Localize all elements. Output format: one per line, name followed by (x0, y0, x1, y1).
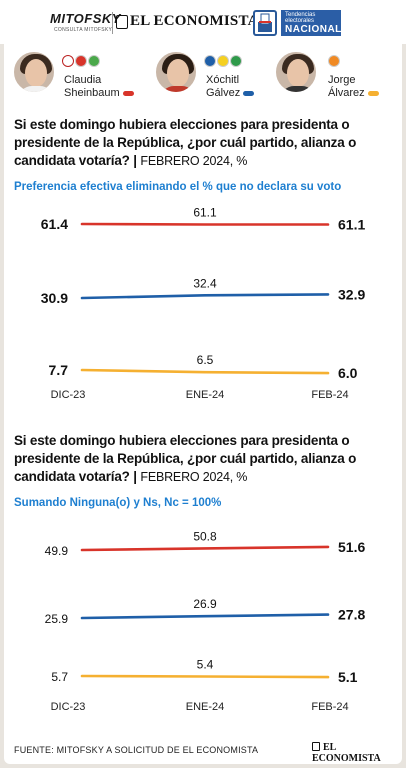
chart-2-question: Si este domingo hubiera elecciones para … (14, 432, 396, 486)
avatar (12, 50, 56, 94)
series-color-dot (243, 91, 254, 96)
data-label-start: 30.9 (41, 290, 68, 306)
x-tick-label: DIC-23 (51, 389, 86, 401)
data-label-mid: 5.4 (197, 658, 214, 672)
candidate-name: Jorge Álvarez (328, 74, 379, 100)
x-tick-label: FEB-24 (311, 389, 348, 401)
series-line-1 (82, 615, 328, 618)
series-line-0 (82, 224, 328, 225)
party-logos (204, 54, 243, 67)
header-divider (112, 12, 113, 34)
badge-line2: NACIONAL (285, 24, 337, 35)
series-line-2 (82, 370, 328, 373)
pan-icon (204, 55, 216, 67)
data-label-end: 32.9 (338, 286, 365, 302)
candidate-name: Xóchitl Gálvez (206, 74, 254, 100)
morena-icon (62, 55, 74, 67)
series-line-0 (82, 547, 328, 550)
economista-mark-icon (312, 742, 320, 751)
data-label-mid: 61.1 (193, 206, 217, 220)
source-note: FUENTE: MITOFSKY A SOLICITUD DE EL ECONO… (14, 745, 258, 755)
candidate-galvez: Xóchitl Gálvez (154, 50, 274, 110)
chart-1-subtitle: Preferencia efectiva eliminando el % que… (14, 181, 341, 193)
x-tick-label: ENE-24 (186, 701, 225, 713)
data-label-end: 61.1 (338, 217, 365, 233)
x-tick-label: FEB-24 (311, 701, 348, 713)
mc-icon (328, 55, 340, 67)
data-label-end: 51.6 (338, 539, 365, 555)
footer-logo: EL ECONOMISTA (312, 742, 406, 764)
data-label-start: 7.7 (49, 362, 69, 378)
data-label-end: 27.8 (338, 607, 365, 623)
section-badge: Tendencias electorales NACIONAL (253, 8, 343, 38)
avatar (154, 50, 198, 94)
header: MITOFSKY CONSULTA MITOFSKY EL ECONOMISTA… (0, 0, 406, 44)
pt-icon (75, 55, 87, 67)
chart-1-date: FEBRERO 2024, % (140, 154, 247, 168)
data-label-start: 5.7 (51, 670, 68, 684)
data-label-mid: 26.9 (193, 597, 217, 611)
mitofsky-logo: MITOFSKY (50, 11, 121, 26)
economista-logo: EL ECONOMISTA (130, 13, 259, 30)
data-label-mid: 50.8 (193, 529, 217, 543)
series-line-1 (82, 294, 328, 298)
data-label-start: 25.9 (45, 612, 69, 626)
pri-icon (230, 55, 242, 67)
chart-2-subtitle: Sumando Ninguna(o) y Ns, Nc = 100% (14, 497, 221, 509)
data-label-start: 61.4 (41, 216, 68, 232)
prd-icon (217, 55, 229, 67)
candidate-name: Claudia Sheinbaum (64, 74, 134, 100)
series-color-dot (123, 91, 134, 96)
avatar (274, 50, 318, 94)
series-color-dot (368, 91, 379, 96)
ballot-box-icon (253, 10, 277, 36)
data-label-mid: 6.5 (197, 353, 214, 367)
candidate-alvarez: Jorge Álvarez (274, 50, 400, 110)
pvem-icon (88, 55, 100, 67)
chart-1: 61.4 61.1 61.1 30.9 32.4 32.9 7.7 6.5 6.0 DIC-23 E… (0, 198, 406, 410)
data-label-end: 5.1 (338, 669, 358, 685)
data-label-mid: 32.4 (193, 276, 217, 290)
badge-line1: Tendencias electorales (285, 12, 337, 24)
x-tick-label: DIC-23 (51, 701, 86, 713)
data-label-end: 6.0 (338, 365, 358, 381)
chart-2-date: FEBRERO 2024, % (140, 470, 247, 484)
badge-label: Tendencias electorales NACIONAL (281, 10, 341, 36)
data-label-start: 49.9 (45, 544, 69, 558)
x-tick-label: ENE-24 (186, 389, 225, 401)
party-logos (328, 54, 341, 67)
chart-1-question: Si este domingo hubiera elecciones para … (14, 116, 396, 170)
party-logos (62, 54, 101, 67)
chart-2: 49.9 50.8 51.6 25.9 26.9 27.8 5.7 5.4 5.1 DIC-23 E… (0, 514, 406, 724)
candidate-sheinbaum: Claudia Sheinbaum (12, 50, 142, 110)
mitofsky-tagline: CONSULTA MITOFSKY (54, 27, 112, 33)
economista-mark-icon (116, 15, 128, 29)
series-line-2 (82, 676, 328, 677)
